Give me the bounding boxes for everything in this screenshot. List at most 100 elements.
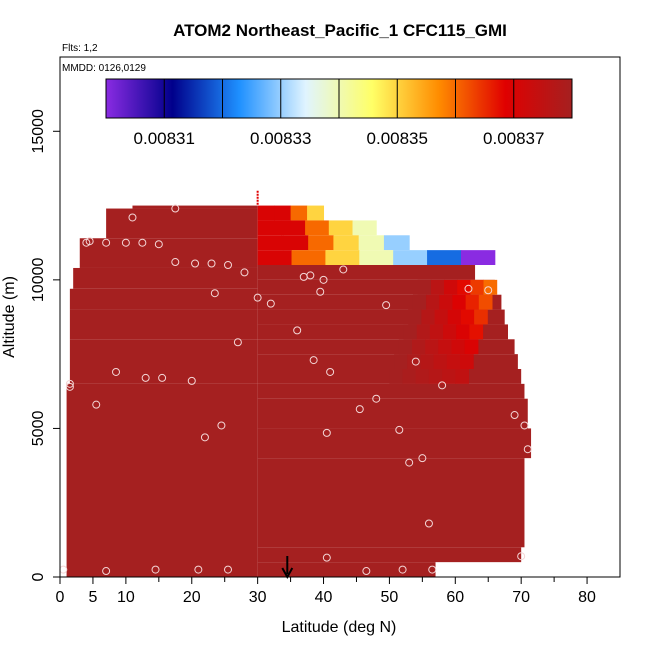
sample-point [65, 379, 74, 388]
colorbar-tick-label: 0.00831 [134, 129, 195, 148]
sample-point [523, 445, 532, 454]
curtain-cell [460, 309, 475, 325]
curtain-cell [426, 294, 440, 310]
curtain-cell [428, 369, 443, 384]
sample-point [240, 268, 249, 277]
sample-point [428, 565, 437, 574]
curtain-cell [305, 220, 330, 236]
sample-point [424, 519, 433, 528]
curtain-cell [106, 208, 258, 239]
sample-point [464, 284, 473, 293]
curtain-cell [66, 383, 258, 577]
curtain-cell [325, 250, 360, 265]
curtain-cell [291, 250, 326, 265]
curtain-cell [389, 369, 404, 384]
sample-point [158, 373, 167, 382]
x-axis-label: Latitude (deg N) [282, 619, 397, 636]
curtain-cell [257, 220, 282, 236]
curtain-cell [408, 309, 422, 325]
sample-point [92, 400, 101, 409]
curtain-cell [328, 220, 354, 236]
y-tick-label: 5000 [30, 411, 47, 447]
curtain-cell [394, 354, 408, 369]
curtain-cell [402, 369, 417, 384]
sample-point [339, 265, 348, 274]
sample-point [510, 411, 519, 420]
sample-point [112, 367, 120, 376]
curtain-cell [464, 339, 479, 355]
date-label: MMDD: 0126,0129 [62, 63, 146, 74]
curtain-cell [452, 294, 467, 310]
sample-point [382, 301, 391, 310]
sample-point [517, 552, 526, 561]
sample-point [398, 565, 407, 574]
curtain-cell [282, 235, 309, 251]
curtain-cell [290, 205, 308, 221]
sample-point [309, 356, 318, 365]
curtain-cell [132, 205, 258, 209]
sample-point [266, 299, 275, 308]
sample-point [322, 553, 331, 562]
sample-point [418, 454, 427, 463]
sample-point [171, 204, 180, 213]
curtain-cell [407, 354, 421, 369]
curtain-cell [443, 324, 457, 340]
curtain-cell [333, 235, 360, 251]
sample-point [138, 238, 147, 247]
sample-point [355, 405, 364, 414]
x-tick-label: 10 [117, 589, 135, 606]
sample-point [194, 565, 203, 574]
flights-label: Flts: 1,2 [62, 43, 98, 54]
sample-point [520, 421, 529, 430]
y-tick-label: 15000 [30, 109, 47, 154]
curtain-cell [69, 288, 258, 310]
plot-area [59, 190, 532, 580]
curtain-cell [469, 324, 484, 340]
curtain-cell [460, 354, 474, 369]
sample-point [217, 421, 226, 430]
curtain-cell [474, 309, 488, 325]
curtain-cell [383, 235, 410, 251]
curtain-cell [456, 324, 470, 340]
sample-point [210, 289, 219, 298]
curtain-cell [393, 250, 428, 265]
sample-point [128, 213, 137, 222]
x-tick-label: 70 [512, 589, 530, 606]
curtain-cell [438, 339, 453, 355]
sample-point [191, 259, 200, 268]
sample-point [187, 376, 196, 385]
curtain-cell [451, 339, 466, 355]
x-tick-label: 5 [88, 589, 97, 606]
curtain-cell [444, 279, 458, 295]
x-tick-label: 20 [183, 589, 201, 606]
x-tick-label: 80 [578, 589, 596, 606]
colorbar: 0.00831 0.00833 0.00835 0.00837 [105, 78, 573, 148]
sample-point [316, 287, 325, 296]
sample-point [395, 425, 404, 434]
sample-point [362, 567, 371, 576]
curtain-cell [257, 250, 293, 265]
sample-point [59, 565, 68, 574]
curtain-cell [415, 369, 430, 384]
curtain-cell [412, 339, 426, 355]
chart-title: ATOM2 Northeast_Pacific_1 CFC115_GMI [173, 21, 507, 40]
curtain-cell [442, 369, 456, 384]
colorbar-tick-label: 0.00835 [367, 129, 428, 148]
axes: 0 5 10 20 30 40 50 60 70 80 0 5000 10000 15000 [30, 109, 596, 606]
sample-point [171, 258, 180, 267]
curtain-cell [257, 473, 525, 548]
plot-frame [59, 56, 621, 578]
curtain-cell [412, 294, 427, 310]
sample-point [224, 565, 232, 574]
sample-point [438, 381, 447, 390]
curtain-cell [398, 339, 413, 355]
x-tick-label: 50 [381, 589, 399, 606]
colorbar-tick-label: 0.00833 [250, 129, 311, 148]
sample-point [151, 565, 160, 574]
sample-point [372, 394, 381, 403]
x-tick-label: 40 [315, 589, 333, 606]
curtain-cell [417, 279, 432, 295]
curtain-cell [308, 235, 334, 251]
curtain-cell [257, 205, 275, 221]
